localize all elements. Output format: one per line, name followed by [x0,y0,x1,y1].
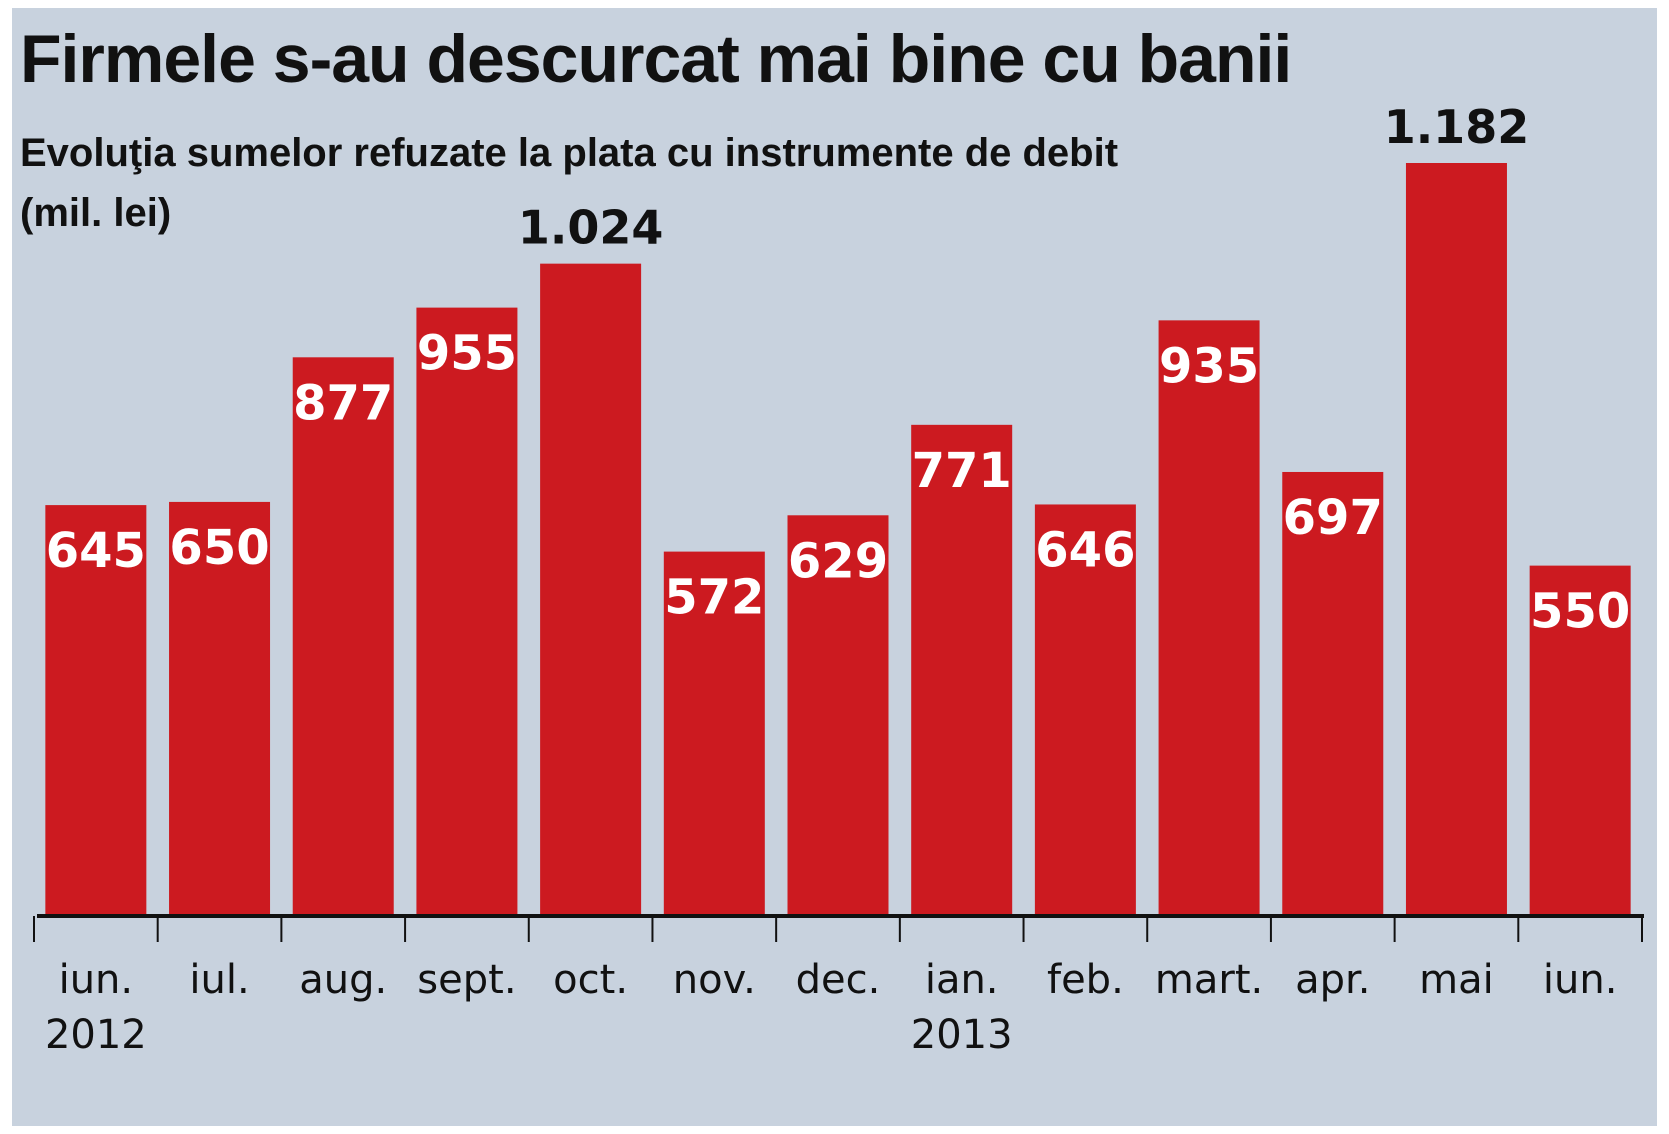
bar-value-label: 771 [912,443,1012,499]
x-tick-label: feb. [1047,957,1124,1003]
x-tick-label: iun. [59,957,134,1003]
x-tick-label: iul. [189,957,249,1003]
chart-frame: Firmele s-au descurcat mai bine cu banii… [12,8,1657,1126]
bar-value-label: 629 [788,533,888,589]
x-tick-label: dec. [796,957,881,1003]
bar [540,263,642,917]
bar [1158,320,1260,916]
bar-value-label: 550 [1530,584,1630,640]
bar [1529,565,1631,916]
x-tick-label: iun. [1543,957,1618,1003]
bar [663,551,765,916]
bar [1405,163,1507,916]
x-tick-label: nov. [673,957,756,1003]
chart-title: Firmele s-au descurcat mai bine cu banii [20,21,1292,97]
bar-value-label: 645 [46,523,146,579]
bar-value-label: 697 [1283,490,1383,546]
bar-value-label: 1.182 [1384,100,1530,154]
x-tick-label: mai [1419,957,1494,1003]
bar [1034,504,1136,916]
x-tick-label: mart. [1155,957,1263,1003]
chart-subtitle: Evoluţia sumelor refuzate la plata cu in… [20,131,1119,235]
year-label: 2012 [45,1012,147,1058]
bar [292,357,394,917]
bar [45,505,147,916]
x-tick-label: oct. [553,957,628,1003]
bar [416,307,518,916]
x-tick-label: ian. [925,957,999,1003]
x-tick-label: aug. [299,957,387,1003]
bar-value-label: 572 [664,570,764,626]
bar-value-label: 1.024 [518,201,664,255]
bar [911,424,1013,916]
bar-value-label: 646 [1035,522,1135,578]
bar-value-label: 650 [169,520,269,576]
bar-value-label: 877 [293,375,393,431]
x-tick-label: apr. [1295,957,1370,1003]
year-label: 2013 [911,1012,1013,1058]
bar-chart: 645 iun. 650 iul. 877 aug. 955 sept. 1.024 oct. 57… [33,100,1644,1058]
bar [1282,471,1384,916]
bar-value-label: 935 [1159,338,1259,394]
bar [169,501,271,916]
bar-value-label: 955 [417,326,517,382]
bar [787,515,889,916]
x-tick-label: sept. [417,957,516,1003]
